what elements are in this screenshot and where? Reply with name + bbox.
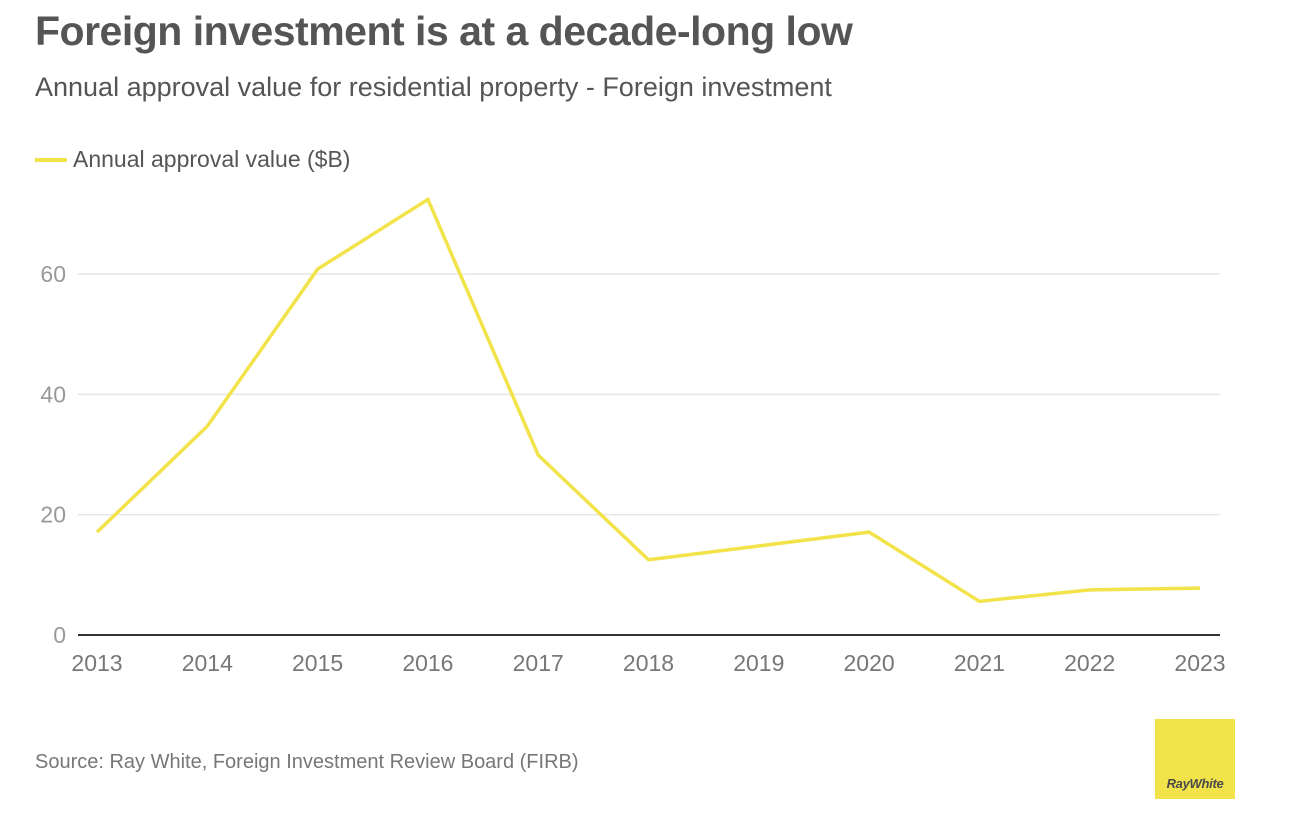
x-tick-label: 2013 — [71, 650, 122, 676]
y-tick-label: 0 — [53, 622, 66, 648]
chart-title: Foreign investment is at a decade-long l… — [35, 8, 853, 54]
chart-subtitle: Annual approval value for residential pr… — [35, 72, 832, 102]
x-tick-label: 2019 — [733, 650, 784, 676]
x-tick-label: 2015 — [292, 650, 343, 676]
x-tick-label: 2016 — [402, 650, 453, 676]
y-tick-label: 40 — [40, 381, 66, 407]
gridlines — [78, 273, 1220, 516]
x-tick-label: 2021 — [954, 650, 1005, 676]
x-tick-label: 2018 — [623, 650, 674, 676]
x-tick-label: 2017 — [513, 650, 564, 676]
y-tick-label: 60 — [40, 261, 66, 287]
legend-label: Annual approval value ($B) — [73, 146, 351, 172]
ray-white-logo: RayWhite — [1155, 719, 1235, 799]
source-note: Source: Ray White, Foreign Investment Re… — [35, 751, 579, 773]
y-axis-ticks: 0 20 40 60 — [40, 261, 66, 648]
series-line — [95, 196, 1201, 604]
series-layer — [95, 196, 1201, 604]
x-tick-label: 2020 — [844, 650, 895, 676]
logo-text: RayWhite — [1166, 776, 1224, 791]
legend: Annual approval value ($B) — [35, 146, 350, 173]
y-tick-label: 20 — [40, 502, 66, 528]
x-axis-ticks: 2013 2014 2015 2016 2017 2018 2019 2020 2021 2022… — [71, 650, 1225, 676]
legend-swatch — [35, 157, 67, 162]
x-tick-label: 2022 — [1064, 650, 1115, 676]
x-tick-label: 2023 — [1174, 650, 1225, 676]
x-tick-label: 2014 — [182, 650, 233, 676]
